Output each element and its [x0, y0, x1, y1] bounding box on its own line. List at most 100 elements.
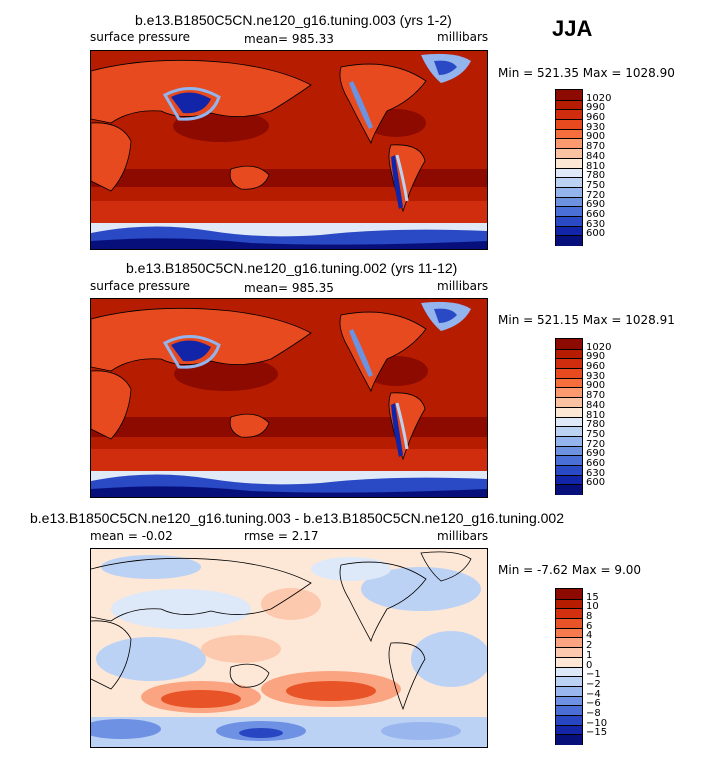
panel-2-map [90, 298, 488, 498]
panel-1-units-label: millibars [437, 30, 489, 44]
colorbar-tick-label: 720 [586, 438, 606, 450]
colorbar-swatch [556, 406, 582, 418]
colorbar-tick-label: 15 [586, 591, 599, 603]
colorbar-swatch [556, 377, 582, 389]
positive-anomaly [286, 681, 376, 701]
tibet-plateau [171, 340, 211, 362]
eurasia [91, 307, 312, 372]
colorbar-tick-label: 1020 [586, 341, 612, 353]
southern-high-band [91, 417, 487, 437]
colorbar-tick-label: 930 [586, 370, 606, 382]
southern-high-band [91, 169, 487, 187]
colorbar-tick-label: −2 [586, 678, 601, 690]
colorbar-swatch [556, 714, 582, 726]
tibet-rim [162, 335, 221, 369]
colorbar-swatch [556, 445, 582, 457]
colorbar-swatch [556, 705, 582, 716]
australia [229, 413, 270, 438]
positive-anomaly [261, 588, 321, 620]
colorbar-swatch [556, 608, 582, 620]
negative-anomaly [96, 637, 206, 681]
eurasia [91, 59, 312, 124]
colorbar-tick-label: 990 [586, 351, 606, 363]
colorbar-tick-label: 960 [586, 361, 606, 373]
colorbar-tick-label: 660 [586, 457, 606, 469]
greenland-outline [420, 551, 472, 582]
panel-2-title: b.e13.B1850C5CN.ne120_g16.tuning.002 (yr… [126, 260, 458, 276]
tibet-plateau [171, 92, 211, 114]
panel-1-variable-label: surface pressure [90, 30, 190, 44]
south-america-outline [388, 642, 426, 711]
panel-1-mean-label: mean= 985.33 [244, 32, 334, 46]
negative-anomaly [311, 557, 391, 581]
colorbar-tick-label: 750 [586, 428, 606, 440]
colorbar-swatch [556, 119, 582, 130]
colorbar-swatch [556, 235, 582, 246]
panel-3-map [90, 548, 488, 748]
negative-anomaly [411, 631, 487, 687]
greenland-core [434, 308, 457, 323]
andes [391, 155, 403, 209]
colorbar-swatch [556, 464, 582, 476]
panel-1-colorbar [555, 89, 583, 246]
panel-3-title: b.e13.B1850C5CN.ne120_g16.tuning.003 - b… [30, 510, 564, 526]
negative-anomaly [111, 589, 251, 629]
colorbar-swatch [556, 656, 582, 668]
panel-1-map [90, 50, 488, 250]
colorbar-tick-label: −1 [586, 669, 601, 681]
colorbar-swatch [556, 676, 582, 687]
colorbar-swatch [556, 695, 582, 707]
colorbar-swatch [556, 196, 582, 208]
panel-2-units-label: millibars [437, 279, 489, 293]
colorbar-swatch [556, 618, 582, 629]
colorbar-swatch [556, 90, 582, 100]
colorbar-swatch [556, 397, 582, 408]
colorbar-swatch [556, 215, 582, 227]
africa [91, 122, 132, 192]
antarctica-core [91, 238, 487, 249]
colorbar-swatch [556, 647, 582, 658]
negative-anomaly-strong [91, 719, 161, 739]
panel-2-mean-label: mean= 985.35 [244, 281, 334, 295]
colorbar-swatch [556, 637, 582, 649]
colorbar-swatch [556, 627, 582, 639]
colorbar-swatch [556, 685, 582, 697]
panel-2-map-svg [91, 299, 487, 497]
colorbar-swatch [556, 598, 582, 610]
colorbar-swatch [556, 186, 582, 198]
panel-2-min-max: Min = 521.15 Max = 1028.91 [498, 313, 675, 327]
colorbar-tick-label: 750 [586, 179, 606, 191]
colorbar-tick-label: 840 [586, 150, 606, 162]
panel-3-map-svg [91, 549, 487, 747]
colorbar-tick-label: 780 [586, 170, 606, 182]
colorbar-tick-label: 6 [586, 620, 593, 632]
colorbar-tick-label: 960 [586, 112, 606, 124]
positive-anomaly [201, 635, 281, 663]
africa-outline [91, 620, 132, 690]
panel-2-colorbar [555, 338, 583, 495]
rockies [349, 329, 373, 377]
colorbar-swatch [556, 724, 582, 736]
colorbar-tick-label: 930 [586, 121, 606, 133]
north-america-outline [339, 561, 427, 643]
southern-ocean-band [91, 449, 487, 471]
colorbar-swatch [556, 138, 582, 150]
colorbar-tick-label: 870 [586, 390, 606, 402]
southern-ocean-band [91, 201, 487, 223]
colorbar-tick-label: −15 [586, 727, 608, 739]
andes-rim [395, 154, 409, 202]
colorbar-swatch [556, 167, 582, 179]
colorbar-swatch [556, 368, 582, 379]
colorbar-swatch [556, 734, 582, 745]
antarctica-core [91, 486, 487, 497]
colorbar-tick-label: 690 [586, 199, 606, 211]
australia-outline [229, 663, 270, 688]
colorbar-swatch [556, 157, 582, 169]
eurasia-outline [91, 557, 312, 622]
negative-anomaly-strong [239, 728, 283, 738]
colorbar-swatch [556, 128, 582, 140]
colorbar-tick-label: 1020 [586, 92, 612, 104]
colorbar-swatch [556, 206, 582, 217]
colorbar-swatch [556, 455, 582, 466]
colorbar-tick-label: 600 [586, 228, 606, 240]
